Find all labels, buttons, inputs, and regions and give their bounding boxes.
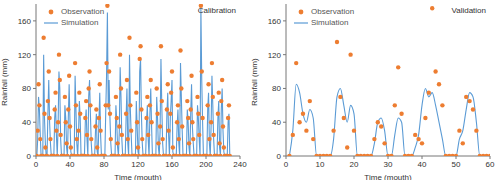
html-text:Calibration: Calibration (197, 6, 236, 15)
svg-text:160: 160 (18, 17, 32, 26)
svg-text:160: 160 (268, 17, 282, 26)
html-text:Observation: Observation (61, 7, 105, 16)
svg-text:80: 80 (22, 84, 31, 93)
html-text:Simulation: Simulation (61, 18, 99, 27)
svg-text:Time (mouth): Time (mouth) (114, 173, 162, 180)
svg-text:60: 60 (486, 160, 492, 169)
svg-text:Time (mouth): Time (mouth) (364, 173, 412, 180)
svg-text:Rainfall (mm): Rainfall (mm) (250, 58, 259, 106)
svg-text:200: 200 (199, 160, 213, 169)
svg-text:Rainfall (mm): Rainfall (mm) (8, 58, 9, 106)
svg-text:120: 120 (268, 51, 282, 60)
svg-text:80: 80 (100, 160, 109, 169)
svg-text:160: 160 (165, 160, 179, 169)
svg-text:120: 120 (131, 160, 145, 169)
html-text:Observation: Observation (311, 7, 355, 16)
svg-text:80: 80 (272, 84, 281, 93)
svg-text:20: 20 (350, 160, 359, 169)
svg-text:0: 0 (277, 152, 282, 161)
svg-text:0: 0 (34, 160, 39, 169)
html-text:Simulation: Simulation (311, 18, 349, 27)
svg-text:30: 30 (384, 160, 393, 169)
svg-text:120: 120 (18, 51, 32, 60)
svg-text:40: 40 (22, 118, 31, 127)
svg-text:0: 0 (27, 152, 32, 161)
svg-text:0: 0 (284, 160, 289, 169)
svg-text:50: 50 (452, 160, 461, 169)
svg-text:40: 40 (66, 160, 75, 169)
svg-text:10: 10 (316, 160, 325, 169)
svg-text:40: 40 (418, 160, 427, 169)
html-text:Validation: Validation (451, 6, 486, 15)
svg-text:240: 240 (233, 160, 247, 169)
svg-text:40: 40 (272, 118, 281, 127)
